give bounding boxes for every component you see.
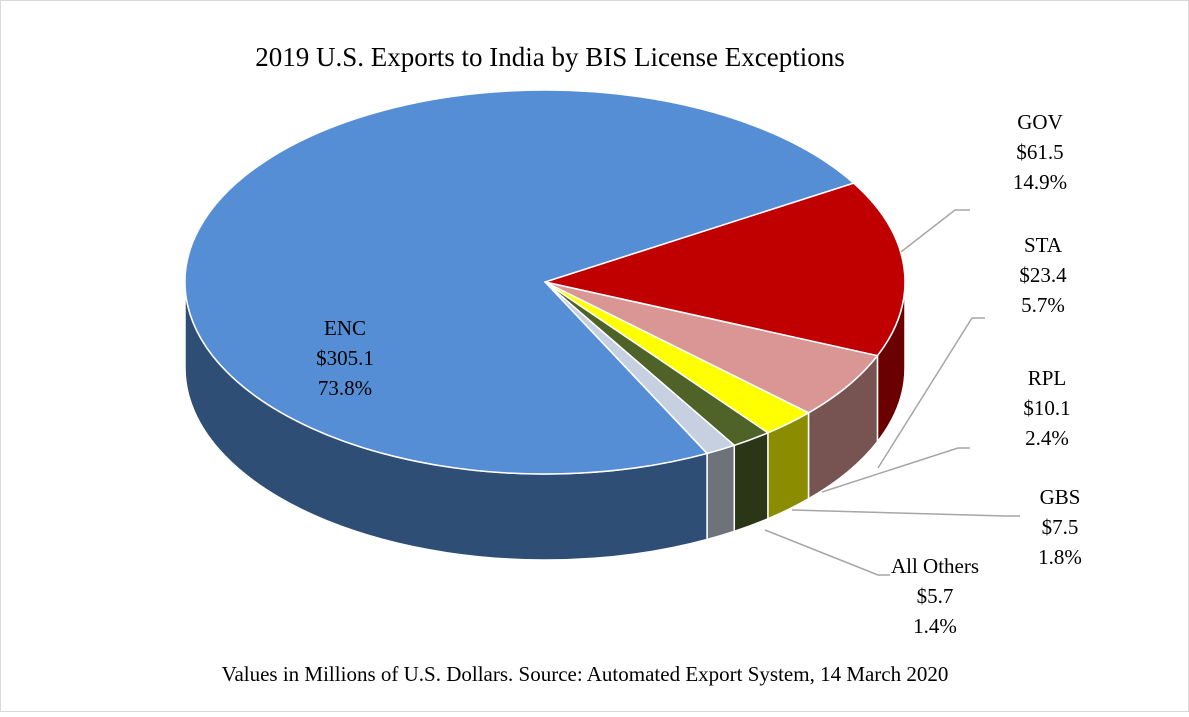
leader-lines xyxy=(764,209,1020,576)
pie xyxy=(184,89,906,561)
chart-title: 2019 U.S. Exports to India by BIS Licens… xyxy=(255,42,844,72)
pie-slice xyxy=(184,89,856,475)
slice-label-percent: 1.8% xyxy=(1038,545,1082,569)
slice-label-name: GBS xyxy=(1040,485,1081,509)
slice-label-percent: 14.9% xyxy=(1013,170,1067,194)
slice-label-value: $305.1 xyxy=(316,346,374,370)
slice-label-name: All Others xyxy=(891,554,979,578)
pie-side xyxy=(706,444,736,541)
slice-label-value: $5.7 xyxy=(917,584,954,608)
slice-label-name: ENC xyxy=(324,316,366,340)
leader-line xyxy=(887,209,970,263)
pie-side xyxy=(733,431,769,533)
slice-label-name: RPL xyxy=(1028,366,1067,390)
slice-label-percent: 1.4% xyxy=(913,614,957,638)
footnote: Values in Millions of U.S. Dollars. Sour… xyxy=(222,662,949,686)
leader-line xyxy=(877,317,985,469)
labels: GOV $61.5 14.9% STA $23.4 5.7% RPL $10.1 2.4% GBS… xyxy=(316,110,1082,638)
slice-label-value: $7.5 xyxy=(1042,515,1079,539)
pie-slice xyxy=(542,182,906,357)
pie-slice xyxy=(544,281,879,414)
slice-label-percent: 2.4% xyxy=(1025,426,1069,450)
leader-line xyxy=(791,509,1020,517)
slice-label-percent: 73.8% xyxy=(318,376,372,400)
slice-label-value: $23.4 xyxy=(1019,263,1067,287)
slice-label-name: GOV xyxy=(1017,110,1063,134)
leader-line xyxy=(764,529,890,576)
slice-label-percent: 5.7% xyxy=(1021,293,1065,317)
slice-label-value: $61.5 xyxy=(1016,140,1063,164)
leader-line xyxy=(821,447,970,493)
slice-label-name: STA xyxy=(1024,233,1063,257)
slice-label-value: $10.1 xyxy=(1023,396,1070,420)
